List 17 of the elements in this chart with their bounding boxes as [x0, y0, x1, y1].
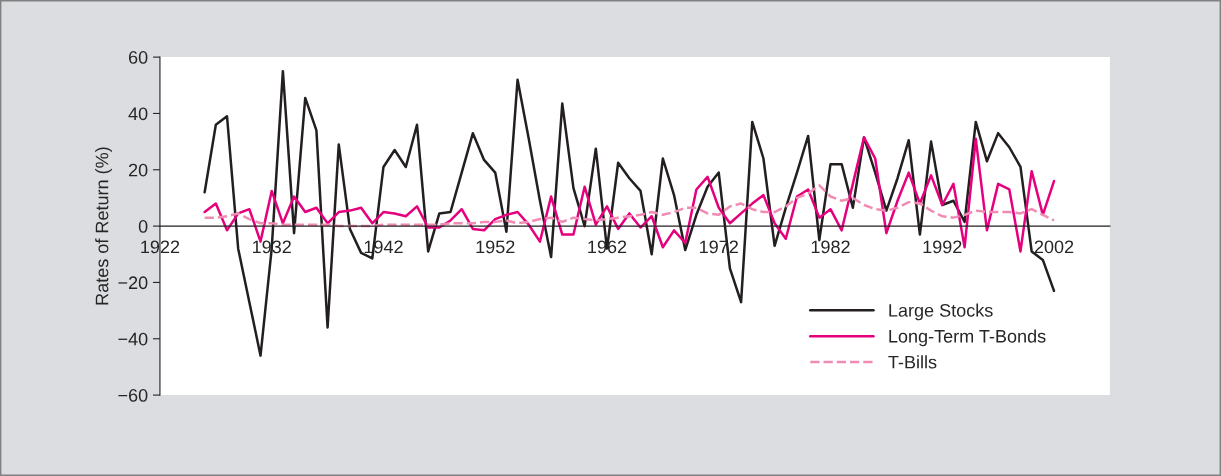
legend-label: T-Bills	[888, 355, 937, 369]
x-tick-label: 1992	[923, 240, 962, 254]
y-tick-label: 60	[128, 51, 148, 64]
x-tick-label: 2002	[1034, 240, 1074, 254]
y-tick-label: −60	[118, 389, 148, 402]
x-tick-label: 1962	[588, 240, 627, 254]
y-axis-title: Rates of Return (%)	[95, 147, 112, 305]
legend-label: Large Stocks	[889, 303, 993, 321]
y-tick-label: 40	[128, 107, 148, 121]
x-tick-label: 1952	[476, 240, 515, 254]
y-tick-label: −20	[118, 276, 148, 290]
x-tick-label: 1982	[811, 240, 850, 254]
y-tick-label: 20	[128, 163, 148, 177]
legend-label: Long-Term T-Bonds	[889, 329, 1046, 347]
y-tick-label: 0	[138, 220, 148, 233]
line-series	[203, 184, 1056, 228]
y-tick-label: −40	[118, 332, 148, 346]
